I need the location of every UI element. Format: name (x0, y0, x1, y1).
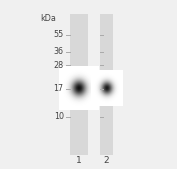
Text: 36: 36 (54, 47, 64, 56)
Bar (100, 14, 113, 155)
Text: kDa: kDa (40, 14, 56, 22)
Text: 2: 2 (103, 156, 109, 165)
Text: 10: 10 (54, 112, 64, 121)
Text: 1: 1 (76, 156, 82, 165)
Bar (70, 14, 88, 155)
Text: 28: 28 (54, 61, 64, 70)
Text: 55: 55 (53, 30, 64, 39)
Text: 17: 17 (54, 84, 64, 93)
